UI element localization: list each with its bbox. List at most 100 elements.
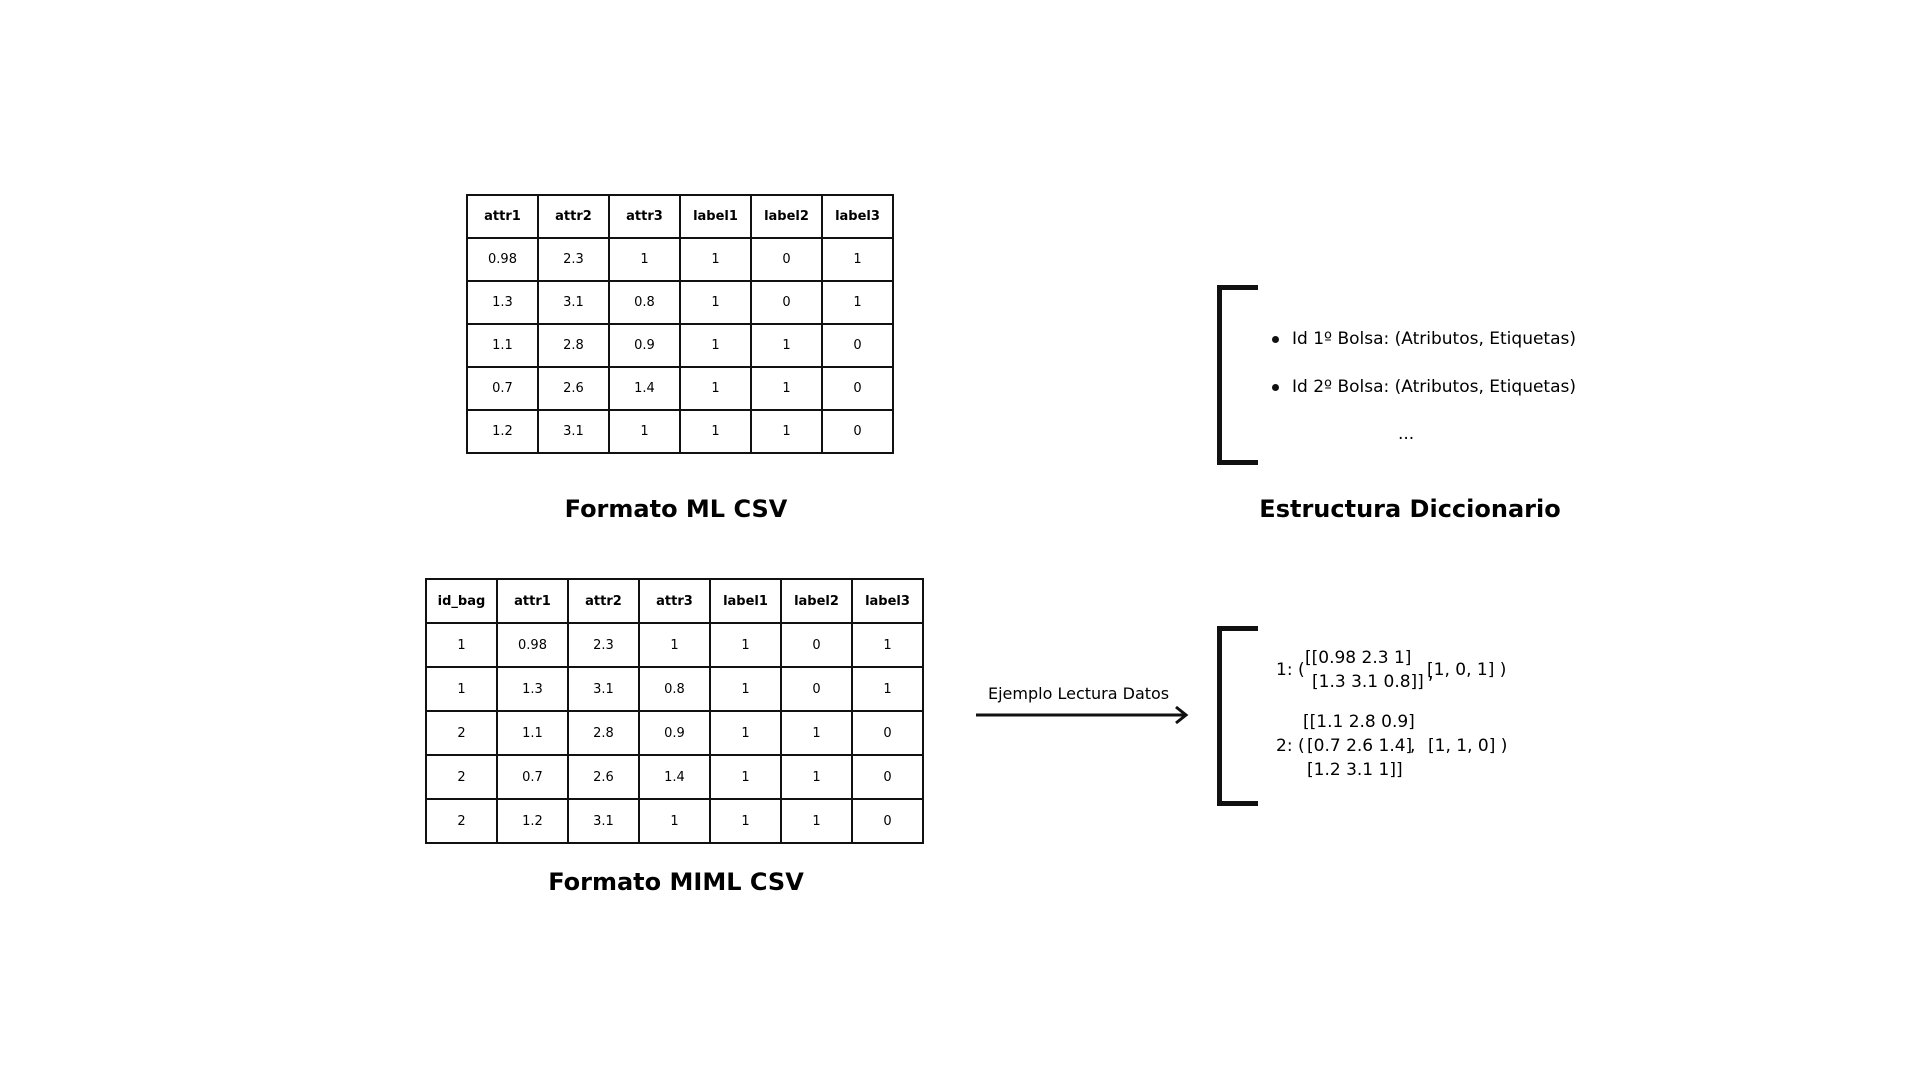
- table-cell: 0.98: [466, 237, 539, 282]
- table-row: 1 0.98 2.3 1 1 0 1: [425, 622, 924, 668]
- table-cell: 1: [709, 798, 782, 844]
- dictionary-list: Id 1º Bolsa: (Atributos, Etiquetas) Id 2…: [1270, 324, 1576, 420]
- bag2-attr-line2: [0.7 2.6 1.4]: [1307, 736, 1413, 756]
- bag1-attr-line2: [1.3 3.1 0.8]]: [1312, 672, 1424, 692]
- table-cell: 1: [638, 622, 711, 668]
- table-cell: 1: [750, 323, 823, 368]
- table-cell: 3.1: [537, 409, 610, 454]
- dictionary-item: Id 1º Bolsa: (Atributos, Etiquetas): [1270, 324, 1576, 372]
- table-cell: 0: [821, 366, 894, 411]
- table-cell: 1.3: [466, 280, 539, 325]
- table-row: 1.1 2.8 0.9 1 1 0: [466, 323, 894, 368]
- dictionary-caption: Estructura Diccionario: [1259, 495, 1561, 523]
- table-cell: 2: [425, 710, 498, 756]
- column-header: attr2: [567, 578, 640, 624]
- table-cell: 1: [750, 366, 823, 411]
- table-cell: 2.8: [567, 710, 640, 756]
- table-cell: 0: [851, 798, 924, 844]
- column-header: label3: [851, 578, 924, 624]
- table-cell: 1: [851, 666, 924, 712]
- bag1-comma: ,: [1428, 664, 1434, 684]
- table-header-row: id_bag attr1 attr2 attr3 label1 label2 label3: [425, 578, 924, 624]
- table-cell: 0.7: [496, 754, 569, 800]
- table-cell: 3.1: [537, 280, 610, 325]
- table-cell: 1.2: [466, 409, 539, 454]
- table-row: 1.2 3.1 1 1 1 0: [466, 409, 894, 454]
- table-header-row: attr1 attr2 attr3 label1 label2 label3: [466, 194, 894, 239]
- column-header: label1: [679, 194, 752, 239]
- table-row: 2 1.1 2.8 0.9 1 1 0: [425, 710, 924, 756]
- table-cell: 0.9: [638, 710, 711, 756]
- column-header: id_bag: [425, 578, 498, 624]
- table-cell: 1: [608, 409, 681, 454]
- bag2-labels: [1, 1, 0] ): [1428, 736, 1508, 756]
- example-bracket: [1217, 626, 1258, 806]
- table-cell: 1: [851, 622, 924, 668]
- table-cell: 1: [638, 798, 711, 844]
- table-cell: 1: [709, 622, 782, 668]
- bag2-prefix: 2: (: [1276, 736, 1305, 756]
- dictionary-ellipsis: ...: [1398, 424, 1415, 444]
- table-row: 0.7 2.6 1.4 1 1 0: [466, 366, 894, 411]
- table-cell: 1: [425, 666, 498, 712]
- table-cell: 1: [821, 237, 894, 282]
- table-cell: 2.3: [537, 237, 610, 282]
- column-header: label3: [821, 194, 894, 239]
- miml-csv-caption: Formato MIML CSV: [548, 868, 804, 896]
- table-cell: 0.9: [608, 323, 681, 368]
- table-cell: 0: [780, 622, 853, 668]
- table-cell: 1: [780, 754, 853, 800]
- bag2-attr-line1: [[1.1 2.8 0.9]: [1303, 712, 1415, 732]
- table-row: 1 1.3 3.1 0.8 1 0 1: [425, 666, 924, 712]
- bag1-attr-line1: [[0.98 2.3 1]: [1305, 648, 1412, 668]
- column-header: attr2: [537, 194, 610, 239]
- column-header: attr1: [466, 194, 539, 239]
- column-header: attr1: [496, 578, 569, 624]
- table-cell: 1: [750, 409, 823, 454]
- table-row: 1.3 3.1 0.8 1 0 1: [466, 280, 894, 325]
- table-cell: 1.1: [496, 710, 569, 756]
- table-cell: 0: [851, 754, 924, 800]
- table-cell: 0.8: [608, 280, 681, 325]
- table-cell: 1: [780, 710, 853, 756]
- table-cell: 1: [679, 366, 752, 411]
- table-cell: 0: [821, 409, 894, 454]
- dictionary-item: Id 2º Bolsa: (Atributos, Etiquetas): [1270, 372, 1576, 420]
- bag2-comma: ,: [1410, 736, 1416, 756]
- table-cell: 2.6: [537, 366, 610, 411]
- table-cell: 3.1: [567, 666, 640, 712]
- table-cell: 1.3: [496, 666, 569, 712]
- table-row: 2 1.2 3.1 1 1 1 0: [425, 798, 924, 844]
- table-cell: 1: [709, 710, 782, 756]
- table-cell: 0.7: [466, 366, 539, 411]
- column-header: label1: [709, 578, 782, 624]
- table-cell: 0: [851, 710, 924, 756]
- dictionary-bracket: [1217, 285, 1258, 465]
- table-cell: 1: [679, 237, 752, 282]
- table-cell: 2.6: [567, 754, 640, 800]
- table-cell: 0.98: [496, 622, 569, 668]
- table-cell: 1.1: [466, 323, 539, 368]
- table-cell: 1: [709, 754, 782, 800]
- table-cell: 1: [679, 323, 752, 368]
- table-cell: 0: [750, 237, 823, 282]
- table-cell: 2: [425, 754, 498, 800]
- column-header: attr3: [638, 578, 711, 624]
- miml-csv-table: id_bag attr1 attr2 attr3 label1 label2 label3 …: [425, 578, 924, 844]
- table-cell: 0.8: [638, 666, 711, 712]
- table-cell: 2.3: [567, 622, 640, 668]
- column-header: label2: [750, 194, 823, 239]
- table-cell: 2.8: [537, 323, 610, 368]
- table-cell: 0: [750, 280, 823, 325]
- table-cell: 1.2: [496, 798, 569, 844]
- table-cell: 0: [780, 666, 853, 712]
- arrow-label: Ejemplo Lectura Datos: [988, 684, 1170, 703]
- table-cell: 1: [709, 666, 782, 712]
- bag2-attr-line3: [1.2 3.1 1]]: [1307, 760, 1403, 780]
- table-cell: 1: [608, 237, 681, 282]
- bag1-prefix: 1: (: [1276, 660, 1305, 680]
- ml-csv-table: attr1 attr2 attr3 label1 label2 label3 0.98 2.…: [466, 194, 894, 454]
- column-header: attr3: [608, 194, 681, 239]
- ml-csv-caption: Formato ML CSV: [564, 495, 788, 523]
- table-cell: 1.4: [608, 366, 681, 411]
